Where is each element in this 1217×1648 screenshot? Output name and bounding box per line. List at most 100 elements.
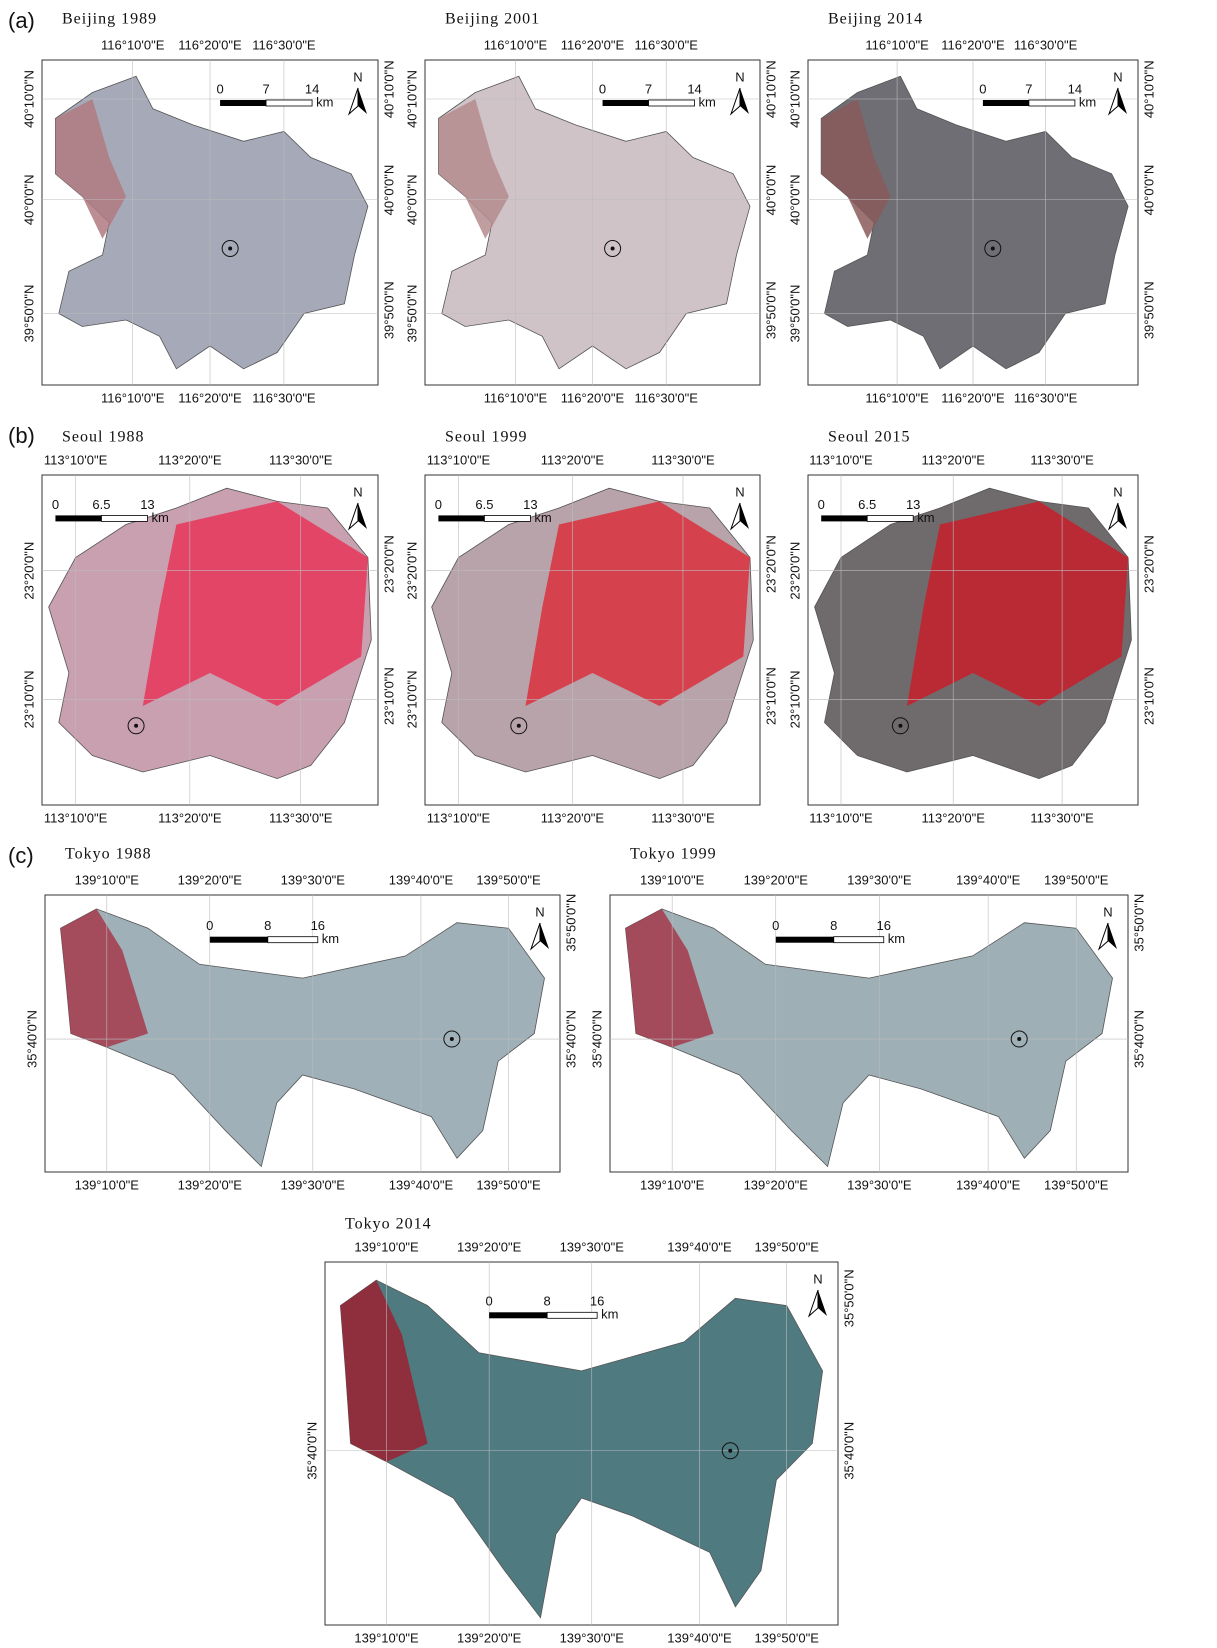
bottom-tick-label: 139°20'0"E <box>178 1177 243 1192</box>
bottom-tick-label: 116°10'0"E <box>101 390 165 405</box>
scale-bar-black <box>776 937 834 943</box>
map-title: Seoul 1999 <box>445 429 527 446</box>
top-tick-label: 116°30'0"E <box>252 37 316 52</box>
map-title: Tokyo 1988 <box>65 846 152 863</box>
left-tick-label: 35°40'0"N <box>24 1010 39 1068</box>
scale-unit: km <box>316 94 333 109</box>
scale-unit: km <box>534 510 551 525</box>
left-tick-label: 40°10'0"N <box>787 70 802 128</box>
scale-bar-black <box>603 100 649 106</box>
right-tick-label: 40°0'0"N <box>1141 165 1156 216</box>
bottom-tick-label: 113°20'0"E <box>158 810 222 825</box>
top-tick-label: 113°10'0"E <box>44 452 108 467</box>
section-label: (b) <box>8 423 35 448</box>
right-tick-label: 23°10'0"N <box>1141 667 1156 725</box>
bottom-tick-label: 139°40'0"E <box>667 1630 732 1645</box>
top-tick-label: 139°40'0"E <box>956 872 1021 887</box>
top-tick-label: 139°50'0"E <box>476 872 541 887</box>
top-tick-label: 116°10'0"E <box>865 37 929 52</box>
scale-unit: km <box>1079 94 1096 109</box>
right-tick-label: 23°20'0"N <box>381 535 396 593</box>
left-tick-label: 23°10'0"N <box>787 670 802 728</box>
bottom-tick-label: 116°10'0"E <box>865 390 929 405</box>
scale-label: 6.5 <box>92 497 110 512</box>
left-tick-label: 40°10'0"N <box>21 70 36 128</box>
top-tick-label: 113°10'0"E <box>427 452 491 467</box>
top-tick-label: 113°10'0"E <box>809 452 873 467</box>
top-tick-label: 116°20'0"E <box>561 37 625 52</box>
right-tick-label: 35°50'0"N <box>1131 894 1146 952</box>
left-tick-label: 23°20'0"N <box>404 542 419 600</box>
bottom-tick-label: 116°30'0"E <box>1014 390 1078 405</box>
city-centre-dot <box>898 724 902 728</box>
scale-bar-black <box>220 100 266 106</box>
left-tick-label: 40°0'0"N <box>404 174 419 225</box>
city-centre-dot <box>228 247 232 251</box>
right-tick-label: 23°20'0"N <box>763 535 778 593</box>
city-centre-dot <box>1017 1037 1021 1041</box>
bottom-tick-label: 113°10'0"E <box>809 810 873 825</box>
bottom-tick-label: 113°20'0"E <box>541 810 605 825</box>
top-tick-label: 116°10'0"E <box>101 37 165 52</box>
scale-bar-white <box>834 937 884 943</box>
scale-unit: km <box>699 94 716 109</box>
right-tick-label: 35°50'0"N <box>841 1269 856 1327</box>
scale-label: 7 <box>1025 81 1032 96</box>
scale-bar-white <box>867 515 913 521</box>
section-label: (c) <box>8 843 34 868</box>
right-tick-label: 23°10'0"N <box>763 667 778 725</box>
top-tick-label: 139°20'0"E <box>178 872 243 887</box>
map-panel: Seoul 1999 113°10'0"E 113°10'0"E 113°20'0"E… <box>404 429 778 826</box>
north-label: N <box>1113 484 1122 499</box>
right-tick-label: 40°0'0"N <box>763 165 778 216</box>
bottom-tick-label: 139°20'0"E <box>744 1177 809 1192</box>
north-label: N <box>353 484 362 499</box>
left-tick-label: 40°0'0"N <box>787 174 802 225</box>
right-tick-label: 23°20'0"N <box>1141 535 1156 593</box>
scale-unit: km <box>917 510 934 525</box>
scale-bar-black <box>821 515 867 521</box>
map-title: Tokyo 2014 <box>345 1216 432 1233</box>
top-tick-label: 139°20'0"E <box>457 1239 522 1254</box>
scale-bar-white <box>266 100 312 106</box>
top-tick-label: 116°30'0"E <box>1014 37 1078 52</box>
right-tick-label: 39°50'0"N <box>381 281 396 339</box>
top-tick-label: 116°20'0"E <box>941 37 1005 52</box>
map-panel: Tokyo 2014139°10'0"E139°10'0"E139°20'0"E… <box>304 1216 856 1646</box>
bottom-tick-label: 113°10'0"E <box>427 810 491 825</box>
scale-unit: km <box>322 931 339 946</box>
top-tick-label: 139°30'0"E <box>281 872 346 887</box>
scale-label: 0 <box>818 497 825 512</box>
map-panel: Seoul 1988113°10'0"E113°10'0"E113°20'0"E… <box>21 429 396 826</box>
bottom-tick-label: 113°10'0"E <box>44 810 108 825</box>
map-title: Beijing 1989 <box>62 11 157 28</box>
bottom-tick-label: 116°30'0"E <box>252 390 316 405</box>
top-tick-label: 139°20'0"E <box>744 872 809 887</box>
left-tick-label: 23°10'0"N <box>21 670 36 728</box>
bottom-tick-label: 139°10'0"E <box>640 1177 705 1192</box>
city-centre-dot <box>991 247 995 251</box>
bottom-tick-label: 116°20'0"E <box>178 390 242 405</box>
bottom-tick-label: 139°30'0"E <box>560 1630 625 1645</box>
right-tick-label: 40°10'0"N <box>1141 60 1156 118</box>
map-panel: Beijing 2001116°10'0"E116°10'0"E116°20'0… <box>404 11 778 406</box>
top-tick-label: 116°20'0"E <box>178 37 242 52</box>
bottom-tick-label: 113°20'0"E <box>922 810 986 825</box>
scale-unit: km <box>888 931 905 946</box>
left-tick-label: 39°50'0"N <box>404 285 419 343</box>
bottom-tick-label: 139°40'0"E <box>389 1177 454 1192</box>
top-tick-label: 116°10'0"E <box>484 37 548 52</box>
scale-label: 6.5 <box>858 497 876 512</box>
north-label: N <box>735 484 744 499</box>
scale-label: 0 <box>216 81 223 96</box>
scale-bar-black <box>210 937 268 943</box>
top-tick-label: 139°50'0"E <box>755 1239 820 1254</box>
right-tick-label: 35°40'0"N <box>841 1422 856 1480</box>
bottom-tick-label: 139°30'0"E <box>281 1177 346 1192</box>
city-centre-dot <box>728 1449 732 1453</box>
scale-bar-black <box>55 515 101 521</box>
top-tick-label: 113°30'0"E <box>269 452 333 467</box>
scale-label: 0 <box>979 81 986 96</box>
left-tick-label: 39°50'0"N <box>21 285 36 343</box>
scale-label: 8 <box>544 1294 551 1309</box>
